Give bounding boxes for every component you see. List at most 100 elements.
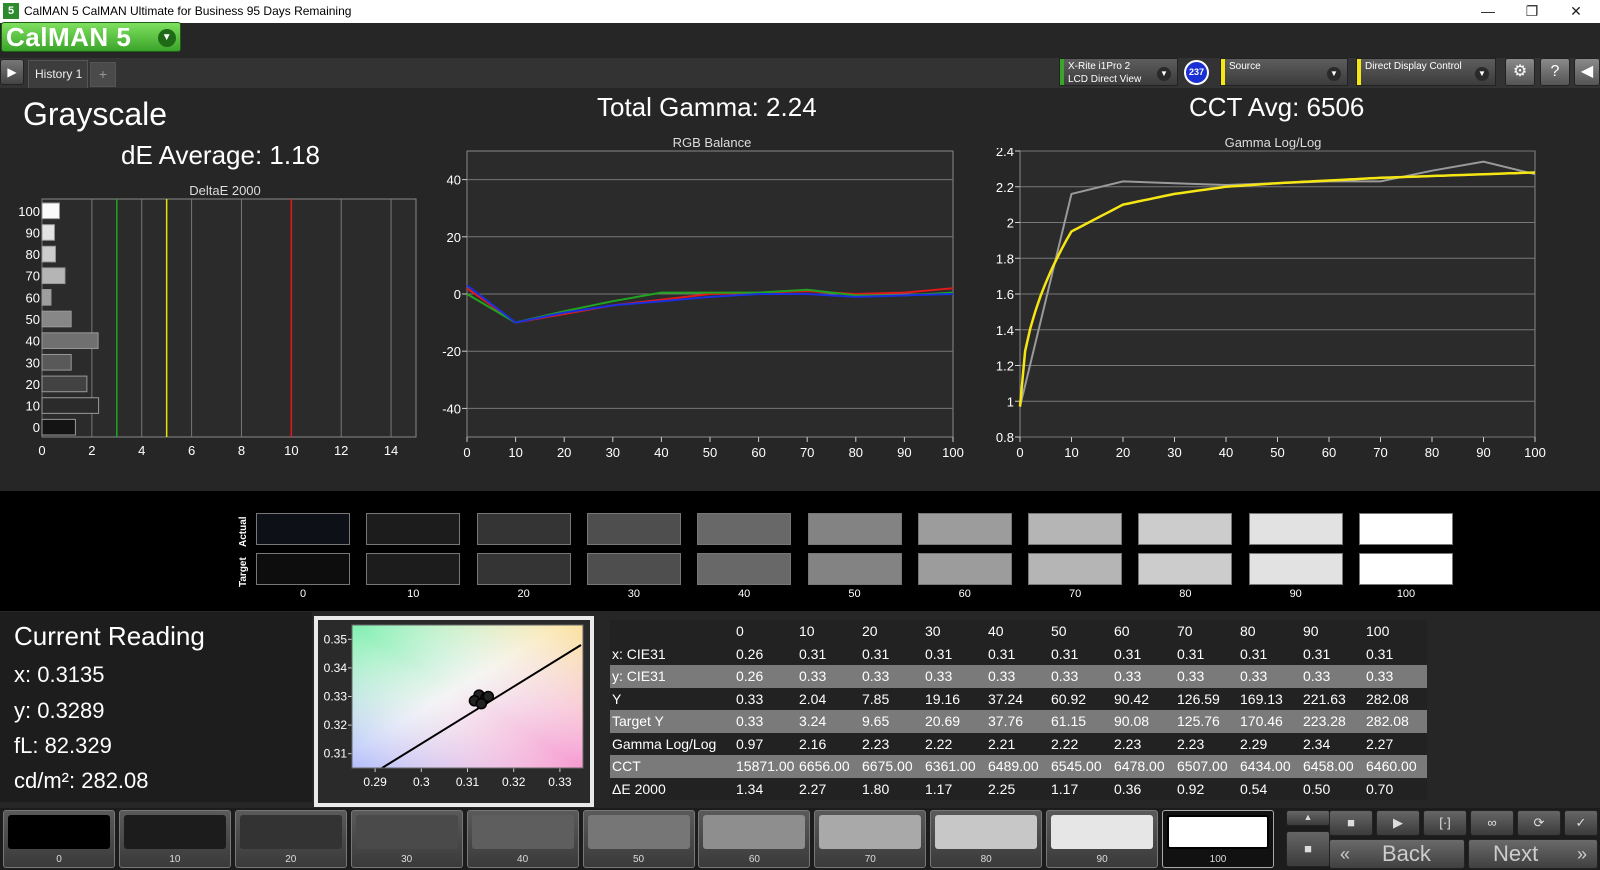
patch-color — [1051, 815, 1154, 849]
swatch-level-label: 100 — [1396, 588, 1416, 600]
table-cell: 0.36 — [1112, 777, 1175, 800]
patch-button-30[interactable]: 30 — [350, 810, 463, 868]
table-cell: 0.50 — [1301, 777, 1364, 800]
scroll-up-button[interactable]: ▲ — [1286, 810, 1330, 826]
table-cell: 0.33 — [860, 665, 923, 688]
x-tick-label: 14 — [384, 443, 398, 458]
x-tick-label: 0 — [1016, 445, 1023, 460]
table-cell: 0.33 — [797, 665, 860, 688]
table-cell: 0.26 — [734, 665, 797, 688]
actual-swatch — [1248, 513, 1343, 545]
stop-button[interactable]: ■ — [1329, 810, 1373, 836]
chevron-down-icon: ▼ — [1475, 67, 1489, 81]
table-cell: 0.31 — [797, 642, 860, 665]
patch-button-60[interactable]: 60 — [698, 810, 811, 868]
patch-button-100[interactable]: 100 — [1162, 810, 1274, 868]
close-button[interactable]: ✕ — [1570, 3, 1582, 19]
back-button[interactable]: « Back — [1329, 839, 1465, 869]
measure-range-button[interactable]: [·] — [1423, 810, 1467, 836]
y-tick-label: 0.31 — [324, 747, 348, 761]
confirm-button[interactable]: ✓ — [1564, 810, 1598, 836]
table-cell: 2.29 — [1238, 732, 1301, 755]
table-cell: 2.22 — [923, 732, 986, 755]
x-tick-label: 0 — [38, 443, 45, 458]
patch-button-90[interactable]: 90 — [1046, 810, 1159, 868]
play-button[interactable]: ▶ — [1376, 810, 1420, 836]
target-swatch — [917, 553, 1012, 585]
actual-swatch — [1028, 513, 1123, 545]
table-cell: 0.31 — [1112, 642, 1175, 665]
refresh-button[interactable]: ⟳ — [1517, 810, 1561, 836]
table-cell: 2.04 — [797, 687, 860, 710]
x-tick-label: 50 — [703, 445, 717, 460]
measurement-table: 0 10 20 30 40 50 60 70 80 90 100 x: CIE31 0.26 0.31 0.… — [610, 620, 1427, 800]
patch-button-80[interactable]: 80 — [930, 810, 1043, 868]
table-cell: 19.16 — [923, 687, 986, 710]
de-average: dE Average: 1.18 — [121, 140, 321, 170]
source-label: Source — [1229, 61, 1261, 72]
x-tick-label: 40 — [654, 445, 668, 460]
patch-button-50[interactable]: 50 — [582, 810, 695, 868]
table-cell: 6545.00 — [1049, 755, 1112, 778]
swatch-level-label: 70 — [1068, 588, 1082, 600]
x-tick-label: 80 — [849, 445, 863, 460]
meter-count-badge[interactable]: 237 — [1184, 60, 1209, 85]
table-cell: 0.92 — [1175, 777, 1238, 800]
plot-border — [351, 624, 584, 769]
y-tick-label: 40 — [26, 334, 40, 349]
expand-panel-button[interactable]: ▶ — [0, 59, 24, 85]
target-swatch — [366, 553, 461, 585]
table-cell: 221.63 — [1301, 687, 1364, 710]
meter-selector[interactable]: X-Rite i1Pro 2 LCD Direct View ▼ — [1059, 58, 1178, 86]
patch-button-40[interactable]: 40 — [466, 810, 579, 868]
table-cell: 0.31 — [1175, 642, 1238, 665]
table-row: Target Y 0.33 3.24 9.65 20.69 37.76 61.15 90.08… — [610, 710, 1427, 733]
table-cell: 6361.00 — [923, 755, 986, 778]
maximize-button[interactable]: ❐ — [1525, 3, 1539, 19]
next-button[interactable]: Next » — [1468, 839, 1598, 869]
patch-color — [355, 815, 458, 849]
table-row: Y 0.33 2.04 7.85 19.16 37.24 60.92 90.42 126.59 1… — [610, 687, 1427, 710]
cct-average: CCT Avg: 6506 — [1189, 92, 1365, 122]
table-cell: 0.33 — [1238, 665, 1301, 688]
actual-swatch — [256, 513, 350, 545]
y-tick-label: 80 — [26, 247, 40, 262]
x-tick-label: 12 — [334, 443, 348, 458]
minimize-button[interactable]: — — [1481, 3, 1495, 19]
patch-button-20[interactable]: 20 — [234, 810, 347, 868]
collapse-panel-button[interactable]: ◀ — [1574, 58, 1600, 86]
actual-row-label: Actual — [238, 516, 249, 547]
table-cell: 15871.00 — [734, 755, 797, 778]
x-tick-label: 90 — [897, 445, 911, 460]
display-selector[interactable]: Direct Display Control ▼ — [1356, 58, 1496, 86]
add-tab-button[interactable]: + — [90, 62, 116, 87]
table-cell: 2.16 — [797, 732, 860, 755]
x-tick-label: 20 — [557, 445, 571, 460]
x-tick-label: 60 — [1322, 445, 1336, 460]
target-swatch — [586, 553, 681, 585]
table-cell: 0.33 — [986, 665, 1049, 688]
help-button[interactable]: ? — [1540, 58, 1570, 86]
bar — [41, 224, 55, 241]
actual-swatch — [1138, 513, 1233, 545]
reading-cdm2: cd/m²: 282.08 — [14, 768, 149, 793]
source-selector[interactable]: Source ▼ — [1220, 58, 1348, 86]
swatch-panel — [0, 491, 1600, 611]
tab-history-1[interactable]: History 1 — [28, 60, 88, 88]
continuous-button[interactable]: ∞ — [1470, 810, 1514, 836]
table-cell: 6656.00 — [797, 755, 860, 778]
stop-measure-button[interactable]: ■ — [1286, 831, 1330, 867]
infinity-icon: ∞ — [1487, 815, 1497, 830]
reading-y: y: 0.3289 — [14, 698, 105, 723]
table-cell: 0.31 — [1238, 642, 1301, 665]
patch-button-70[interactable]: 70 — [814, 810, 927, 868]
logo-text: CalMAN 5 — [6, 22, 132, 52]
x-tick-label: 10 — [1064, 445, 1078, 460]
y-tick-label: 50 — [26, 312, 40, 327]
settings-button[interactable]: ⚙ — [1505, 58, 1535, 86]
patch-button-10[interactable]: 10 — [118, 810, 231, 868]
help-icon: ? — [1550, 63, 1560, 80]
reading-fl: fL: 82.329 — [14, 733, 112, 758]
patch-button-0[interactable]: 0 — [3, 810, 115, 868]
calman-logo-menu[interactable]: CalMAN 5 ▼ — [1, 22, 181, 52]
